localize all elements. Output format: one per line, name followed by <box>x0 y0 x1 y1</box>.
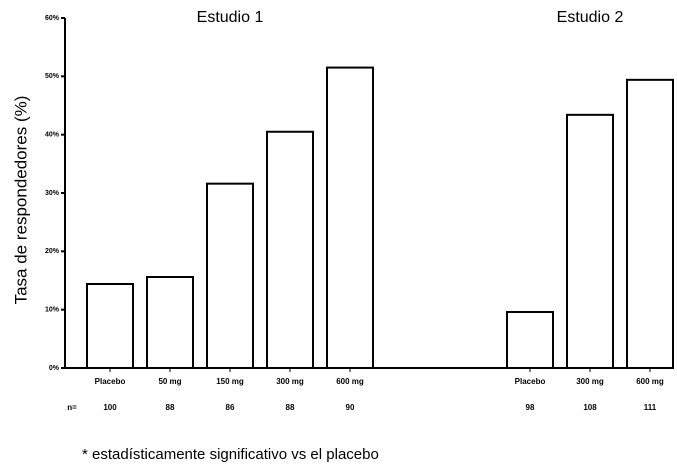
y-tick-label: 40% <box>45 132 60 139</box>
n-value: 111 <box>644 403 657 412</box>
n-value: 108 <box>583 403 597 412</box>
bar <box>206 182 254 369</box>
bar <box>146 276 194 369</box>
x-tick-label: 300 mg <box>276 377 304 386</box>
n-value: 86 <box>226 403 235 412</box>
n-value: 100 <box>103 403 117 412</box>
x-tick-label: 50 mg <box>158 377 181 386</box>
x-tick-label: Placebo <box>95 377 126 386</box>
x-tick-label: Placebo <box>515 377 546 386</box>
x-tick-label: 300 mg <box>576 377 604 386</box>
y-tick-label: 50% <box>45 73 60 80</box>
n-value: 90 <box>346 403 355 412</box>
n-label: n= <box>67 403 77 412</box>
bar <box>626 78 674 369</box>
y-tick-label: 0% <box>49 365 60 372</box>
y-axis-label: Tasa de respondedores (%) <box>11 96 30 305</box>
footnote: * estadísticamente significativo vs el p… <box>82 446 379 463</box>
x-tick-label: 150 mg <box>216 377 244 386</box>
y-tick-label: 30% <box>45 190 60 197</box>
n-value: 88 <box>166 403 175 412</box>
y-tick-label: 20% <box>45 248 60 255</box>
y-tick-label: 10% <box>45 307 60 314</box>
y-tick-label: 60% <box>45 15 60 22</box>
group-title: Estudio 2 <box>557 9 624 26</box>
bar <box>506 311 554 369</box>
bar <box>566 113 614 370</box>
bar <box>86 283 134 369</box>
n-value: 88 <box>286 403 295 412</box>
x-tick-label: 600 mg <box>336 377 364 386</box>
n-value: 98 <box>526 403 535 412</box>
bar <box>266 130 314 369</box>
x-tick-label: 600 mg <box>636 377 664 386</box>
group-title: Estudio 1 <box>197 9 264 26</box>
bar <box>326 66 374 369</box>
